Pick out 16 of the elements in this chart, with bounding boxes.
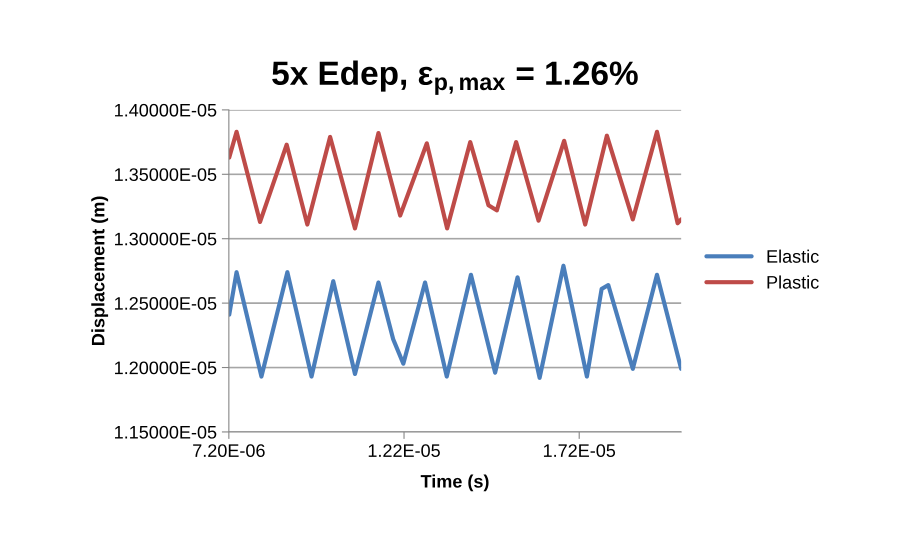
x-axis-title: Time (s)	[420, 474, 489, 492]
y-tick-label: 1.40000E-05	[115, 104, 216, 117]
y-tick-label: 1.25000E-05	[115, 297, 216, 310]
line-series	[228, 130, 682, 230]
y-axis-title: Displacement (m)	[91, 196, 108, 345]
y-tick-label: 1.15000E-05	[115, 426, 216, 439]
y-tick-label: 1.35000E-05	[115, 168, 216, 182]
legend-label: Plastic	[768, 275, 819, 289]
line-series	[228, 264, 682, 380]
x-tick-label: 7.20E-06	[193, 444, 265, 458]
x-tick-label: 1.72E-05	[544, 444, 616, 458]
x-tick-label: 1.22E-05	[368, 444, 440, 458]
legend-label: Elastic	[768, 250, 819, 263]
y-tick-label: 1.30000E-05	[115, 232, 216, 246]
y-tick-label: 1.20000E-05	[115, 361, 216, 374]
chart-title: 5x Edep, ε$_{p,max}$ = 1.26%	[272, 60, 638, 95]
